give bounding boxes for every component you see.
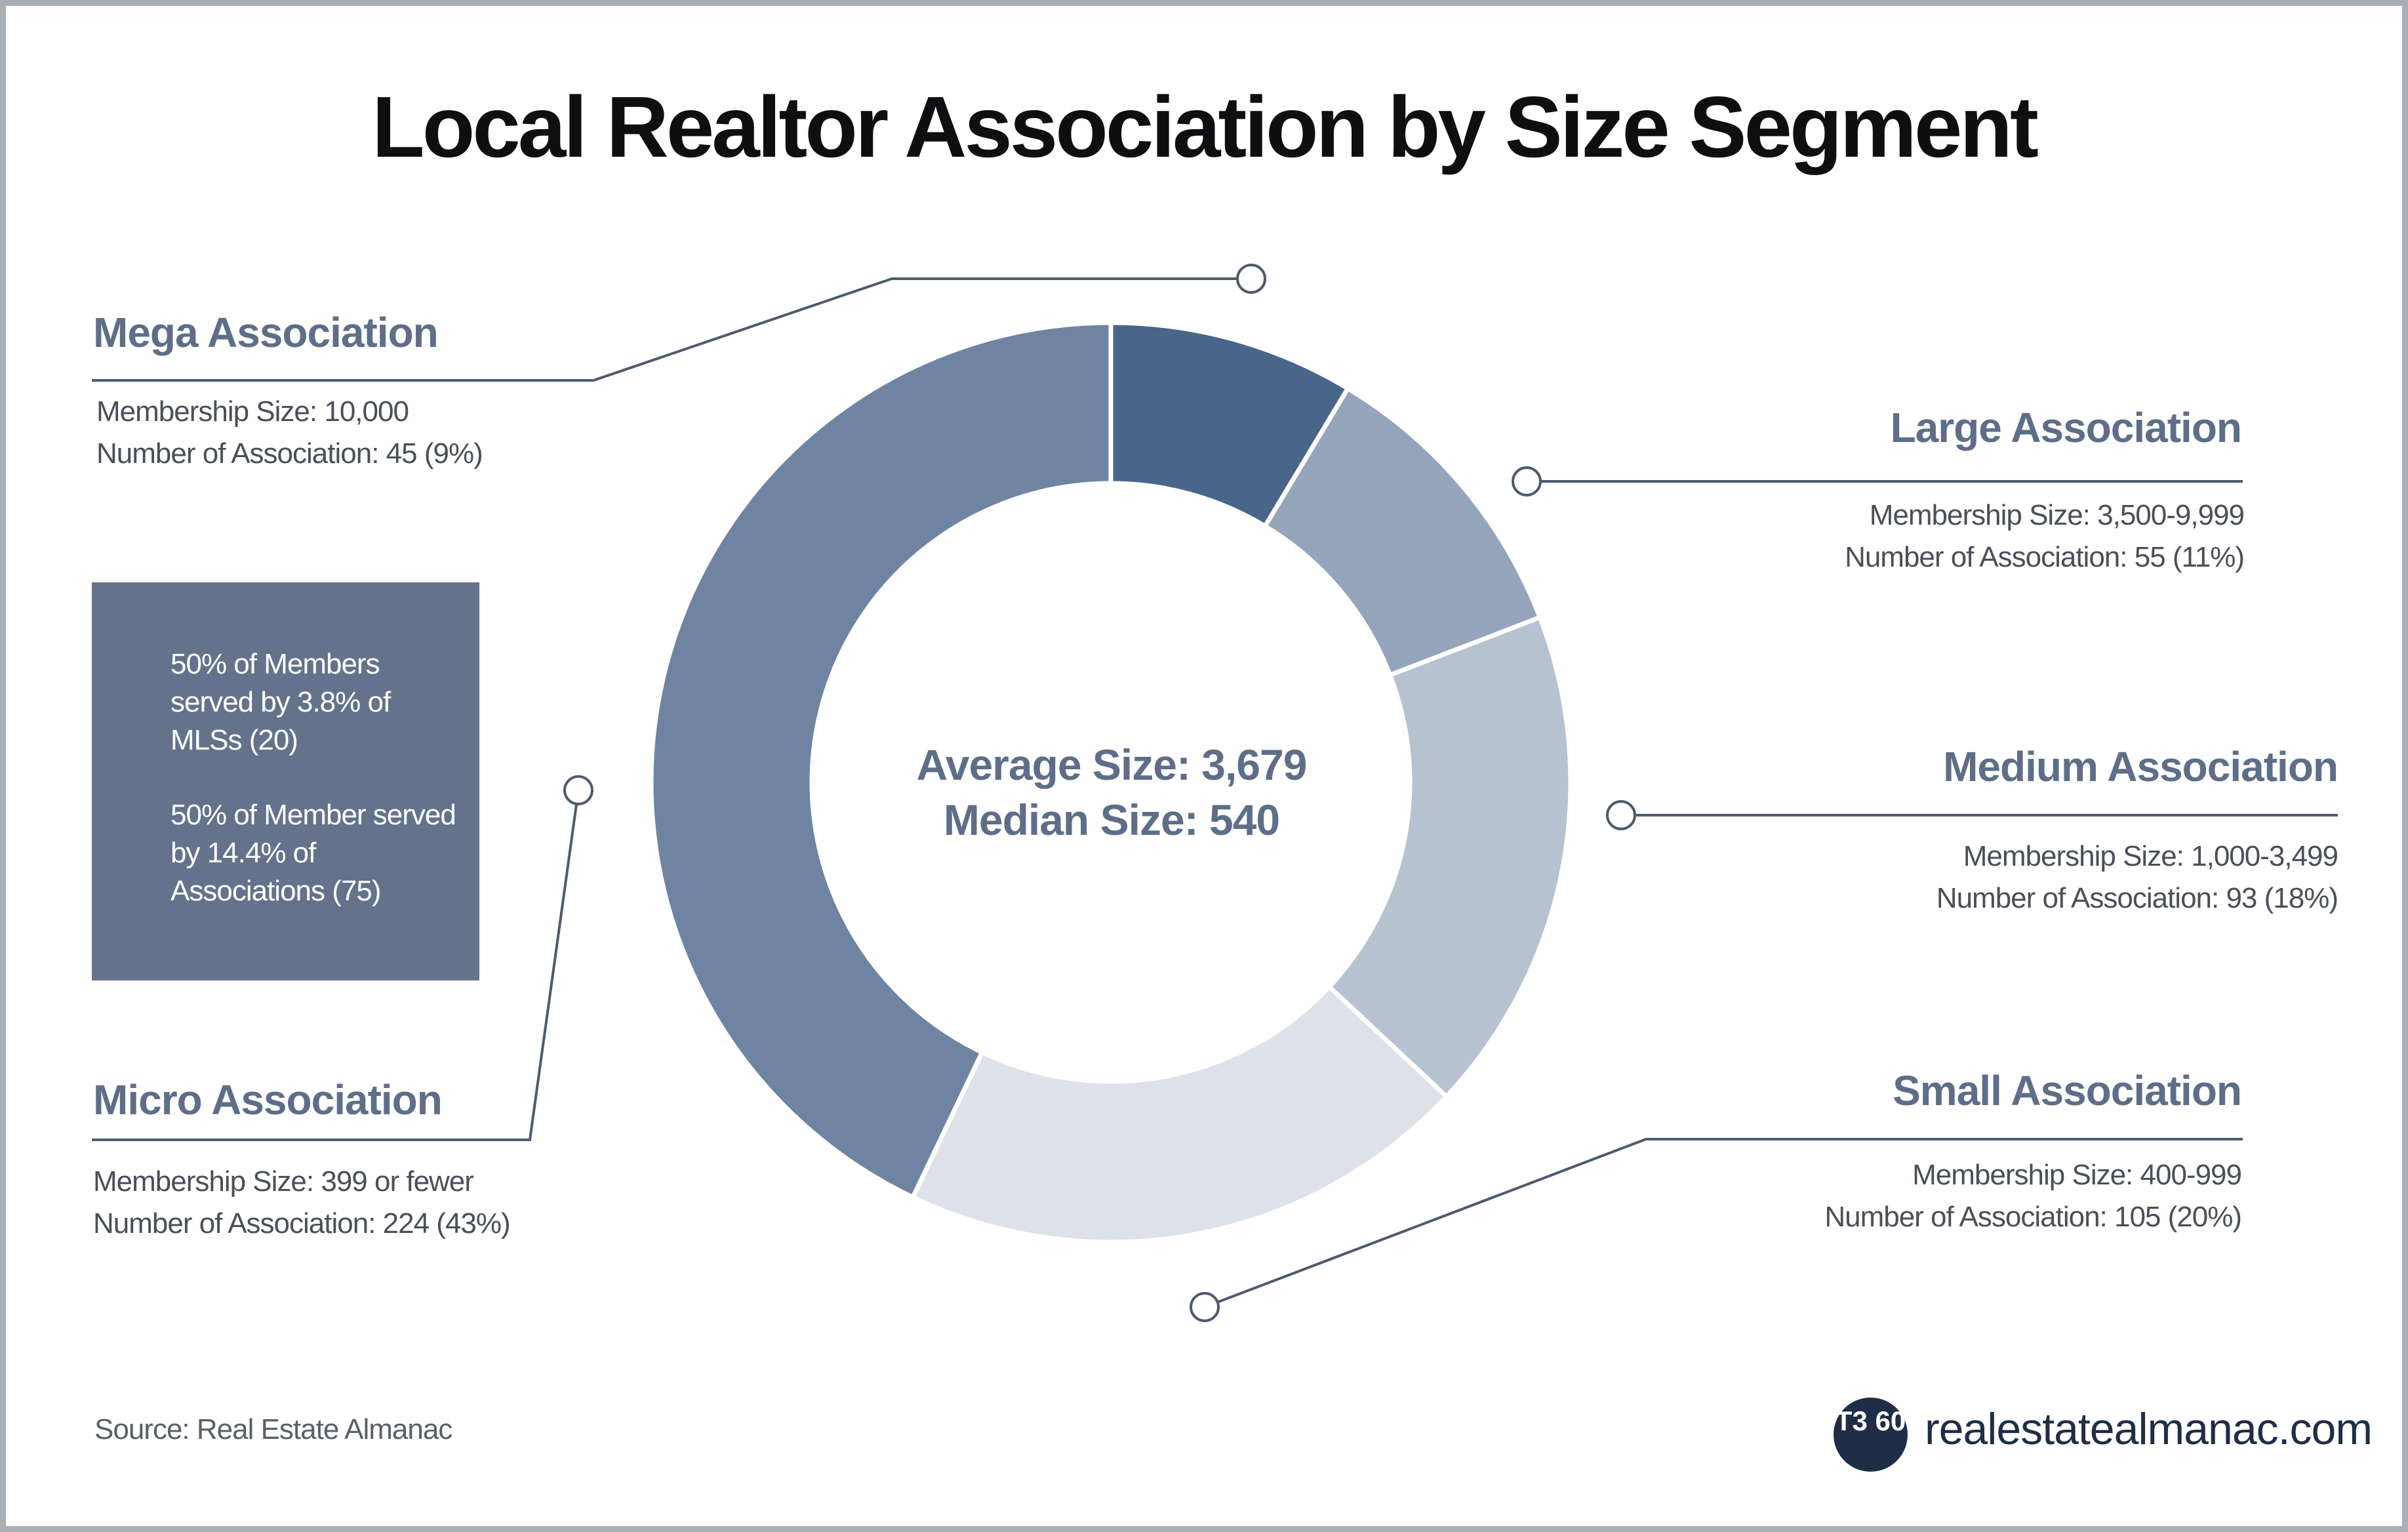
leader-dot-large	[1512, 466, 1542, 496]
micro-membership: Membership Size: 399 or fewer	[93, 1165, 474, 1198]
leader-line-small	[1204, 1138, 2243, 1308]
donut-slice-micro	[649, 320, 1114, 1201]
small-title: Small Association	[1893, 1067, 2242, 1114]
website-link[interactable]: realestatealmanac.com	[1925, 1404, 2373, 1454]
median-size-label: Median Size: 540	[943, 796, 1280, 844]
source-note: Source: Real Estate Almanac	[94, 1413, 452, 1445]
donut-slice-small	[910, 983, 1450, 1245]
note-line-2: 50% of Member served by 14.4% of Associa…	[171, 799, 456, 907]
small-count: Number of Association: 105 (20%)	[1824, 1201, 2242, 1233]
large-title: Large Association	[1890, 404, 2242, 451]
medium-count: Number of Association: 93 (18%)	[1936, 882, 2338, 914]
leader-line-micro	[92, 790, 580, 1141]
large-count: Number of Association: 55 (11%)	[1845, 541, 2245, 573]
medium-title: Medium Association	[1943, 743, 2338, 790]
micro-count: Number of Association: 224 (43%)	[93, 1207, 511, 1240]
mega-membership: Membership Size: 10,000	[96, 395, 409, 428]
leader-dot-small	[1190, 1292, 1220, 1322]
leader-line-mega	[92, 277, 1251, 382]
leader-dot-micro	[563, 775, 593, 805]
chart-title: Local Realtor Association by Size Segmen…	[372, 79, 2039, 175]
mega-count: Number of Association: 45 (9%)	[96, 437, 483, 470]
leader-dot-medium	[1606, 800, 1636, 830]
leader-dot-mega	[1236, 264, 1266, 294]
large-membership: Membership Size: 3,500-9,999	[1869, 499, 2245, 531]
donut-slice-medium	[1325, 614, 1573, 1100]
medium-membership: Membership Size: 1,000-3,499	[1963, 840, 2338, 872]
t360-logo: T3 60	[1834, 1398, 1908, 1472]
average-size-label: Average Size: 3,679	[916, 740, 1308, 789]
small-membership: Membership Size: 400-999	[1912, 1159, 2242, 1191]
mega-title: Mega Association	[93, 309, 439, 356]
donut-slice-large	[1262, 385, 1543, 678]
note-line-1: 50% of Members served by 3.8% of MLSs (2…	[171, 648, 391, 756]
note-box: 50% of Members served by 3.8% of MLSs (2…	[92, 582, 479, 980]
micro-title: Micro Association	[93, 1076, 443, 1123]
logo-text: T3 60	[1835, 1405, 1906, 1436]
